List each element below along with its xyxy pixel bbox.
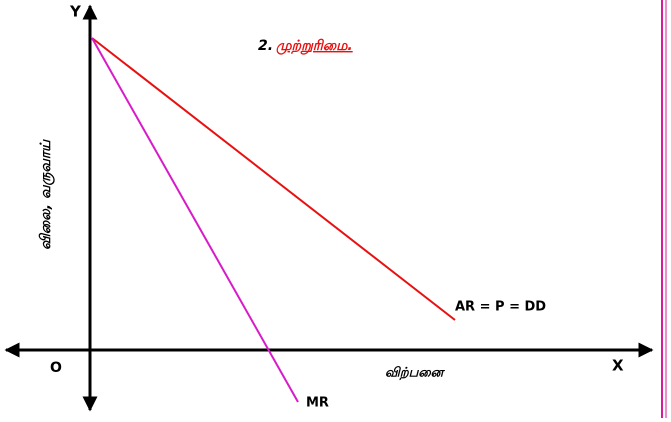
title: முற்றுரிமை.: [276, 38, 353, 55]
x-axis-label: X: [612, 357, 624, 375]
sales-label: விற்பனை: [385, 366, 446, 381]
mr-label: MR: [306, 396, 329, 411]
price-revenue-label: விலை, வருவாய்: [38, 139, 55, 250]
ar-curve: [91, 37, 456, 321]
y-axis-label: Y: [69, 3, 82, 21]
ar-label: AR = P = DD: [455, 300, 546, 315]
mr-curve: [91, 37, 299, 403]
title-number: 2.: [258, 38, 273, 54]
origin-label: O: [50, 360, 62, 376]
